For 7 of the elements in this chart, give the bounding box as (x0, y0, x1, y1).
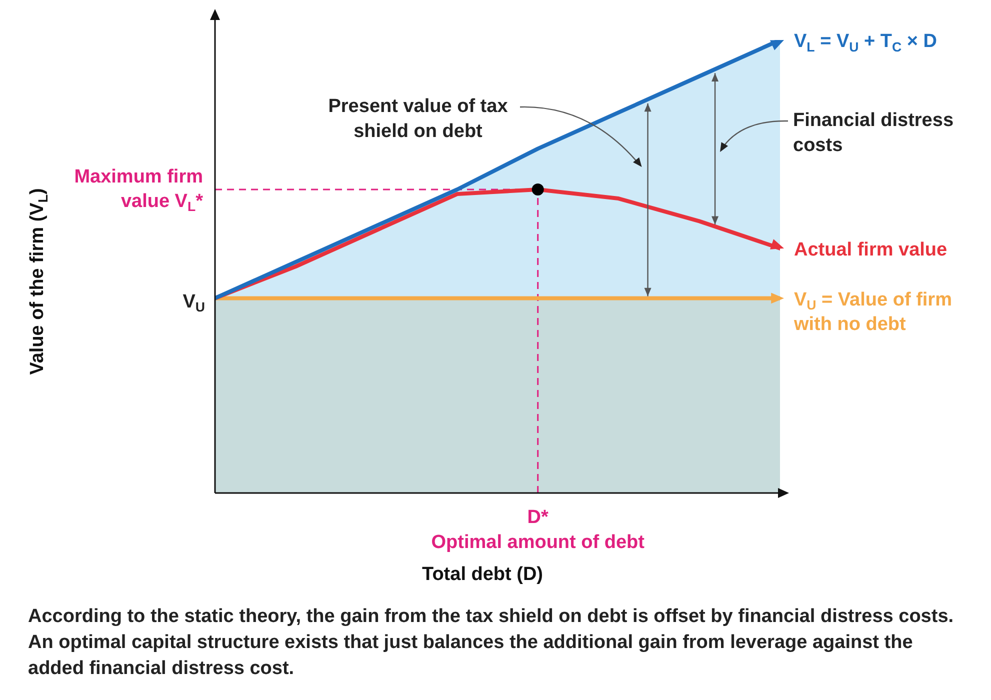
x-axis-title: Total debt (D) (422, 564, 544, 586)
text: Financial distress costs (793, 110, 954, 156)
annotation: Present value of tax shield on debt (328, 96, 508, 142)
text: Value of the firm (VL) (27, 188, 50, 375)
text: D* Optimal amount of debt (431, 507, 646, 553)
text: According to the static theory, the gain from the tax shield on debt is offset by financial distress costs. An optimal capital structure exists that just balances the additional gain from leverage against the added financial distress cost. (28, 605, 955, 681)
legend-label: Actual firm value (794, 240, 948, 261)
